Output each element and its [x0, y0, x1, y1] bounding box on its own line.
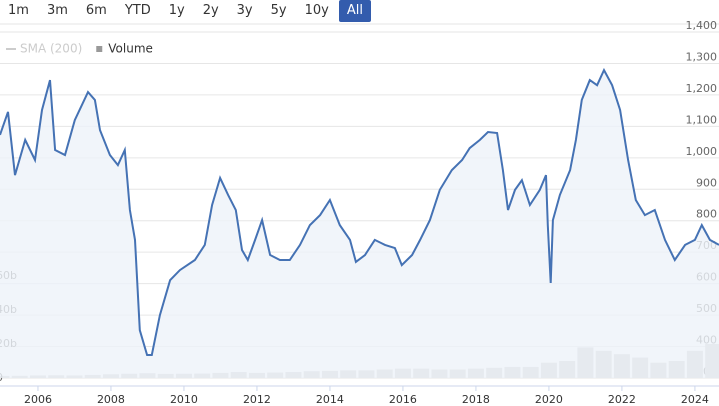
x-tick-label: 2022 — [608, 393, 636, 406]
range-button[interactable]: 6m — [85, 3, 107, 18]
range-button[interactable]: 2y — [202, 3, 219, 18]
range-button[interactable]: 1m — [8, 3, 29, 18]
range-buttons: 1m 3m 6m YTD 1y 2y 3y 5y 10y All — [0, 0, 371, 22]
range-button[interactable]: 5y — [270, 3, 287, 18]
x-tick-label: 2024 — [681, 393, 709, 406]
range-button[interactable]: 3m — [46, 3, 68, 18]
legend-item[interactable]: SMA (200) — [20, 42, 82, 56]
range-button[interactable]: 10y — [304, 3, 329, 18]
x-tick-label: 2012 — [243, 393, 271, 406]
y-tick-label: 800 — [696, 208, 717, 221]
x-tick-label: 2010 — [170, 393, 198, 406]
legend-item[interactable]: Volume — [108, 42, 153, 56]
price-line — [0, 67, 719, 356]
x-tick-label: 2014 — [316, 393, 344, 406]
y-tick-label: 1,000 — [686, 145, 718, 158]
legend-symbol — [96, 46, 103, 52]
x-tick-label: 2018 — [462, 393, 490, 406]
y-tick-label: 1,400 — [686, 19, 718, 32]
y-tick-label: 1,300 — [686, 50, 718, 63]
y-tick-label: 1,100 — [686, 113, 718, 126]
range-button[interactable]: 1y — [168, 3, 185, 18]
price-area — [0, 70, 719, 378]
range-button[interactable]: YTD — [124, 3, 151, 18]
x-tick-label: 2008 — [97, 393, 125, 406]
range-button[interactable]: All — [338, 0, 371, 22]
x-tick-label: 2016 — [389, 393, 417, 406]
x-tick-label: 2020 — [535, 393, 563, 406]
y-tick-label: 1,200 — [686, 82, 718, 95]
y-tick-label: 900 — [696, 176, 717, 189]
x-tick-label: 2006 — [24, 393, 52, 406]
range-button[interactable]: 3y — [236, 3, 253, 18]
